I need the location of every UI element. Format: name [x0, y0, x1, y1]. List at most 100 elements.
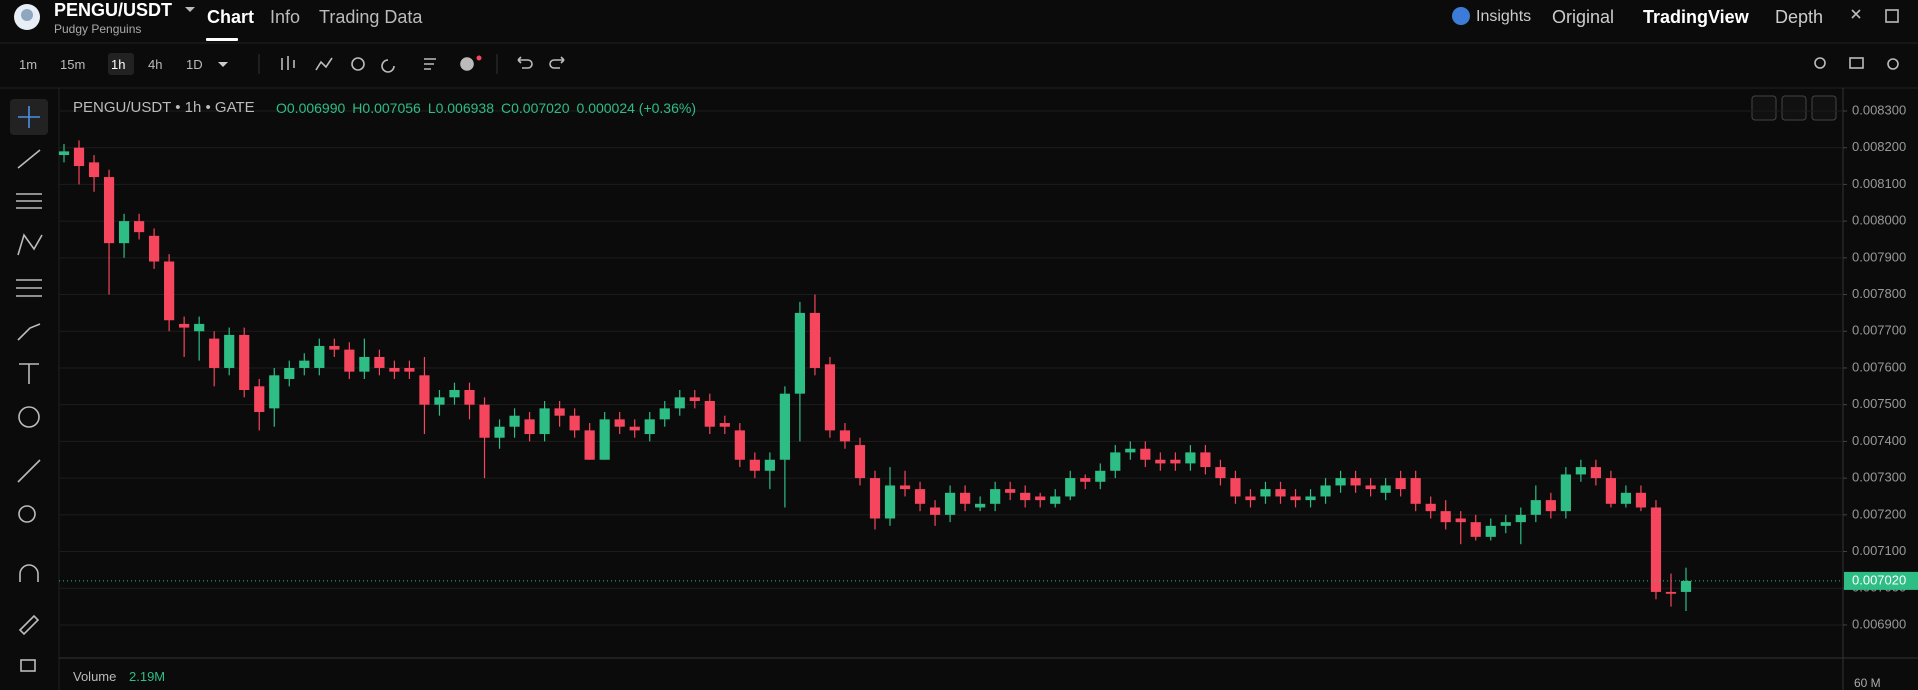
y-tick-label: 0.007400 — [1852, 433, 1906, 448]
candle-body — [584, 430, 595, 460]
interval[interactable]: 4h — [148, 57, 163, 72]
alert-icon[interactable] — [351, 57, 365, 71]
candle-body — [1410, 478, 1421, 504]
menu-item[interactable]: TradingView — [1643, 7, 1749, 27]
candle-body — [794, 312, 806, 394]
emoji-tool[interactable] — [18, 406, 40, 428]
candle-body — [1560, 474, 1571, 512]
candle-body — [374, 356, 385, 368]
y-tick-label: 0.008200 — [1852, 139, 1906, 154]
candle-body — [809, 312, 821, 368]
maximize-icon[interactable] — [1885, 9, 1899, 23]
search-icon[interactable] — [1814, 57, 1826, 69]
candle-body — [884, 485, 896, 519]
interval-dropdown[interactable] — [218, 62, 228, 67]
candle-body — [509, 415, 520, 427]
menu-item[interactable]: Depth — [1775, 7, 1824, 27]
candle-body — [554, 408, 565, 416]
measure-tool[interactable] — [17, 459, 41, 483]
candle-body — [1575, 467, 1586, 475]
add-icon[interactable] — [460, 57, 474, 71]
settings-icon[interactable] — [1887, 58, 1899, 70]
pair-dropdown[interactable] — [185, 7, 195, 12]
candle-body — [1260, 489, 1271, 497]
candle-body — [1380, 485, 1391, 493]
candle-body — [749, 459, 760, 471]
candle-body — [344, 349, 355, 372]
brush-tool[interactable] — [17, 323, 41, 341]
y-tick-label: 0.007900 — [1852, 249, 1906, 264]
active-tab-indicator — [206, 38, 238, 41]
candle-body — [239, 334, 250, 390]
interval[interactable]: 15m — [60, 57, 86, 72]
candle-body — [734, 430, 745, 460]
candle-body — [854, 445, 866, 479]
redo-icon[interactable] — [549, 56, 565, 69]
undo-icon[interactable] — [517, 56, 533, 69]
template-icon[interactable] — [424, 58, 436, 70]
candle-body — [1290, 496, 1301, 501]
candle-body — [779, 393, 790, 460]
tab[interactable]: Trading Data — [319, 7, 423, 27]
candle-body — [419, 375, 430, 405]
pane-button[interactable] — [1781, 95, 1807, 121]
pane-buttons — [1751, 95, 1837, 121]
candle-body — [1425, 503, 1436, 512]
menu-item[interactable]: Original — [1552, 7, 1615, 27]
lock-tool[interactable] — [20, 659, 36, 672]
insights-icon[interactable] — [1452, 7, 1470, 25]
candle-body — [494, 426, 505, 438]
pattern-tool[interactable] — [17, 233, 43, 256]
y-tick-label: 0.008100 — [1852, 176, 1906, 191]
collapse-icon[interactable] — [1851, 9, 1861, 19]
candle-body — [1440, 511, 1451, 523]
menu-item[interactable]: Insights — [1476, 8, 1532, 25]
replay-icon[interactable] — [381, 59, 395, 73]
pane-button[interactable] — [1811, 95, 1837, 121]
candle-type-icon[interactable] — [281, 56, 295, 70]
candle-body — [118, 221, 130, 244]
tab[interactable]: Chart — [207, 7, 255, 27]
pair-name: Pudgy Penguins — [54, 22, 142, 36]
candle-body — [164, 261, 175, 321]
candle-body — [404, 367, 415, 372]
lock-draw-tool[interactable] — [18, 614, 40, 636]
candle-body — [103, 177, 115, 244]
line-tool[interactable] — [17, 149, 41, 169]
candle-body — [1065, 478, 1076, 497]
candle-body — [1170, 459, 1181, 464]
candle-body — [539, 408, 550, 435]
crosshair-tool[interactable] — [18, 106, 40, 128]
y-tick-label: 0.007500 — [1852, 396, 1906, 411]
plot: 0.0069000.0070000.0071000.0072000.007300… — [58, 102, 1918, 631]
pair[interactable]: PENGU/USDT — [54, 0, 173, 20]
candle-body — [1620, 492, 1632, 504]
candle-body — [1005, 489, 1016, 493]
candle-body — [1590, 467, 1601, 479]
interval[interactable]: 1h — [111, 57, 126, 72]
candle-body — [269, 375, 280, 409]
indicator-icon[interactable] — [315, 57, 333, 71]
candle-body — [1320, 485, 1331, 497]
candle-body — [389, 367, 400, 372]
interval[interactable]: 1D — [186, 57, 203, 72]
text-tool[interactable] — [19, 363, 39, 384]
pane-button[interactable] — [1751, 95, 1777, 121]
interval[interactable]: 1m — [19, 57, 38, 72]
candle-body — [990, 489, 1001, 504]
screenshot-icon[interactable] — [1849, 57, 1864, 69]
y-tick-label: 0.007700 — [1852, 323, 1906, 338]
candle-body — [599, 419, 610, 460]
zoom-tool[interactable] — [18, 505, 36, 523]
legend-ohlc: O0.006990 H0.007056 L0.006938 C0.007020 … — [276, 100, 696, 116]
hline-tool[interactable] — [16, 193, 42, 209]
candle-body — [1080, 478, 1091, 482]
candle-body — [1035, 496, 1046, 501]
tab[interactable]: Info — [270, 7, 301, 27]
legend-symbol: PENGU/USDT • 1h • GATE — [73, 99, 255, 116]
magnet-tool[interactable] — [19, 564, 39, 582]
logo-mark — [21, 9, 33, 21]
fib-tool[interactable] — [16, 279, 42, 297]
candle-body — [764, 459, 775, 471]
